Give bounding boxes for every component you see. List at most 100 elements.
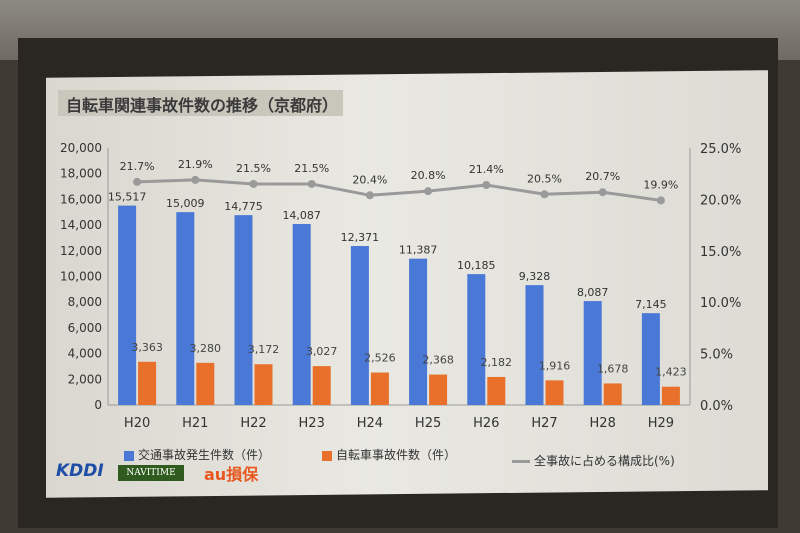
- bar-total-accidents: [234, 215, 253, 405]
- data-label-total: 10,185: [457, 259, 496, 272]
- y2-tick-label: 5.0%: [700, 348, 733, 363]
- legend-ratio-line-icon: [512, 460, 530, 463]
- bar-total-accidents: [583, 301, 602, 405]
- data-label-bicycle: 1,916: [539, 359, 571, 372]
- data-label-total: 7,145: [635, 298, 667, 311]
- legend-bicycle-swatch: [322, 450, 332, 461]
- y-tick-label: 14,000: [60, 218, 102, 232]
- ratio-label: 21.9%: [178, 158, 213, 171]
- ratio-point: [424, 187, 433, 196]
- y2-tick-label: 0.0%: [700, 399, 733, 414]
- bar-bicycle-accidents: [312, 366, 331, 405]
- y-tick-label: 18,000: [60, 167, 102, 181]
- ratio-label: 21.5%: [294, 162, 329, 175]
- ratio-label: 20.4%: [352, 173, 387, 186]
- y-tick-label: 10,000: [60, 270, 102, 284]
- ratio-point: [365, 191, 374, 200]
- ratio-point: [540, 190, 549, 199]
- y-tick-label: 16,000: [60, 192, 102, 206]
- x-tick-label: H23: [299, 416, 325, 431]
- ratio-point: [598, 188, 607, 197]
- data-label-bicycle: 3,280: [190, 342, 222, 355]
- legend-total-swatch: [124, 450, 134, 461]
- ratio-label: 20.5%: [527, 172, 562, 185]
- bar-total-accidents: [350, 246, 369, 405]
- bar-total-accidents: [292, 223, 311, 405]
- x-tick-label: H22: [240, 416, 266, 431]
- au-insurance-logo: au損保: [204, 465, 259, 484]
- bar-total-accidents: [118, 205, 137, 405]
- bar-total-accidents: [409, 258, 428, 405]
- navitime-logo: NAVITIME: [118, 465, 184, 481]
- x-tick-label: H21: [182, 416, 208, 431]
- y-tick-label: 20,000: [60, 141, 102, 155]
- legend-bicycle-label: 自転車事故件数（件）: [336, 448, 457, 462]
- ratio-point: [482, 181, 491, 190]
- bar-bicycle-accidents: [545, 380, 564, 405]
- x-tick-label: H27: [531, 416, 557, 431]
- legend-ratio-label: 全事故に占める構成比(%): [534, 454, 675, 468]
- x-tick-label: H25: [415, 416, 441, 431]
- bar-bicycle-accidents: [603, 383, 622, 405]
- data-label-bicycle: 3,363: [131, 341, 163, 354]
- y-tick-label: 6,000: [68, 321, 102, 335]
- ratio-label: 21.5%: [236, 162, 271, 175]
- x-tick-label: H24: [357, 416, 383, 431]
- data-label-total: 14,775: [224, 200, 263, 213]
- ratio-point: [307, 179, 316, 188]
- bar-bicycle-accidents: [138, 361, 157, 405]
- ratio-line: [137, 178, 662, 202]
- data-label-bicycle: 2,182: [481, 356, 513, 369]
- data-label-bicycle: 1,423: [655, 366, 687, 379]
- y-tick-label: 12,000: [60, 244, 102, 258]
- bar-total-accidents: [525, 285, 544, 405]
- bar-bicycle-accidents: [254, 364, 273, 405]
- bar-total-accidents: [641, 313, 660, 405]
- data-label-bicycle: 3,027: [306, 345, 338, 358]
- x-tick-label: H29: [648, 416, 674, 431]
- data-label-total: 15,009: [166, 197, 205, 210]
- ratio-point: [656, 196, 665, 205]
- kddi-logo: KDDI: [56, 461, 104, 481]
- bar-bicycle-accidents: [429, 374, 448, 405]
- slide-title: 自転車関連事故件数の推移（京都府）: [66, 96, 339, 115]
- y-tick-label: 8,000: [68, 295, 102, 309]
- y-tick-label: 4,000: [68, 347, 102, 361]
- y-tick-label: 2,000: [68, 372, 102, 386]
- y2-tick-label: 20.0%: [700, 193, 741, 208]
- x-tick-label: H26: [473, 416, 499, 431]
- legend-bicycle: 自転車事故件数（件）: [322, 446, 456, 463]
- ratio-point: [249, 179, 258, 188]
- title-bar: [58, 90, 343, 116]
- data-label-total: 15,517: [108, 191, 147, 204]
- data-label-total: 14,087: [282, 209, 321, 222]
- bar-bicycle-accidents: [661, 386, 680, 405]
- data-label-bicycle: 1,678: [597, 362, 629, 375]
- ratio-label: 21.7%: [120, 160, 155, 173]
- y2-tick-label: 25.0%: [700, 142, 741, 157]
- x-tick-label: H20: [124, 416, 150, 431]
- ratio-label: 19.9%: [643, 178, 678, 191]
- data-label-bicycle: 2,526: [364, 352, 396, 365]
- y-tick-label: 0: [94, 398, 102, 412]
- y2-tick-label: 10.0%: [700, 296, 741, 311]
- bar-bicycle-accidents: [196, 362, 215, 405]
- ratio-label: 20.7%: [585, 170, 620, 183]
- x-tick-label: H28: [590, 416, 616, 431]
- data-label-bicycle: 3,172: [248, 343, 280, 356]
- legend-ratio: 全事故に占める構成比(%): [512, 452, 675, 469]
- ratio-point: [191, 175, 200, 184]
- data-label-total: 9,328: [519, 270, 551, 283]
- y2-tick-label: 15.0%: [700, 245, 741, 260]
- legend-total: 交通事故発生件数（件）: [124, 446, 270, 463]
- bar-bicycle-accidents: [487, 376, 506, 405]
- ratio-label: 21.4%: [469, 163, 504, 176]
- data-label-total: 11,387: [399, 244, 438, 257]
- bar-total-accidents: [467, 274, 486, 405]
- data-label-total: 12,371: [341, 231, 380, 244]
- legend-total-label: 交通事故発生件数（件）: [138, 448, 271, 462]
- bar-total-accidents: [176, 212, 195, 405]
- data-label-total: 8,087: [577, 286, 609, 299]
- ratio-label: 20.8%: [411, 169, 446, 182]
